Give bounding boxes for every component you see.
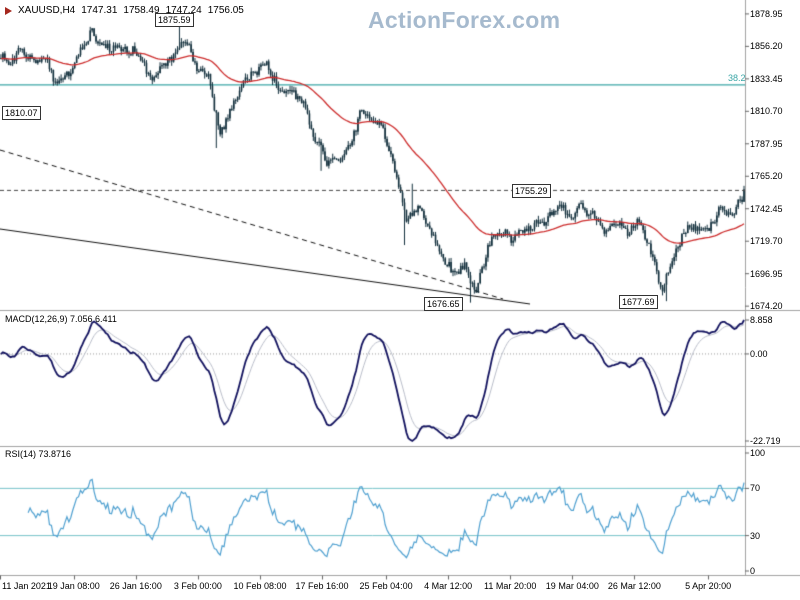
macd-indicator-label: MACD(12,26,9) 7.056 6.411 — [5, 314, 117, 324]
quote-open: 1747.31 — [81, 5, 118, 16]
price-axis-label: 1742.45 — [750, 203, 783, 214]
fib-382-label: 38.2 — [728, 72, 746, 83]
symbol-icon — [5, 6, 12, 15]
time-axis-label: 25 Feb 04:00 — [359, 581, 413, 591]
rsi-axis-label: 30 — [750, 530, 761, 541]
time-axis-label: 10 Feb 08:00 — [233, 581, 287, 591]
symbol-name: XAUUSD,H4 — [18, 5, 76, 16]
time-axis-label: 11 Jan 2021 — [2, 581, 51, 591]
price-axis-label: 1878.95 — [750, 8, 783, 19]
rsi-axis-label: 70 — [750, 483, 761, 494]
macd-axis-label: 8.858 — [750, 315, 773, 325]
time-axis-label: 11 Mar 20:00 — [484, 581, 537, 591]
rsi-indicator-label: RSI(14) 73.8716 — [5, 449, 72, 459]
price-annotation-tag: 1677.69 — [619, 295, 658, 310]
price-annotation-tag: 1810.07 — [2, 106, 41, 121]
price-axis-label: 1765.20 — [750, 171, 783, 182]
time-axis-label: 19 Mar 04:00 — [545, 581, 599, 591]
rsi-axis-label: 0 — [750, 566, 756, 576]
price-axis-label: 1856.20 — [750, 41, 783, 52]
quote-close: 1756.05 — [207, 5, 244, 16]
time-axis-label: 26 Mar 12:00 — [607, 581, 661, 591]
symbol-info-bar: XAUUSD,H4 1747.31 1758.49 1747.24 1756.0… — [5, 5, 244, 16]
macd-axis-label: -22.719 — [750, 436, 781, 446]
price-annotation-tag: 1755.29 — [512, 184, 551, 199]
rsi-axis-label: 100 — [750, 448, 766, 458]
time-axis-label: 26 Jan 16:00 — [109, 581, 162, 591]
time-axis-label: 5 Apr 20:00 — [685, 581, 732, 591]
price-panel[interactable] — [0, 0, 745, 310]
price-axis-label: 1674.20 — [750, 301, 783, 312]
price-axis-label: 1696.95 — [750, 268, 783, 279]
time-axis-label: 4 Mar 12:00 — [424, 581, 473, 591]
time-axis-label: 3 Feb 00:00 — [173, 581, 222, 591]
price-axis-label: 1787.95 — [750, 138, 783, 149]
time-axis-label: 19 Jan 08:00 — [47, 581, 100, 591]
time-axis-label: 17 Feb 16:00 — [295, 581, 349, 591]
macd-panel[interactable] — [0, 311, 745, 446]
price-annotation-tag: 1676.65 — [424, 296, 463, 311]
price-axis-label: 1810.70 — [750, 106, 783, 117]
quote-high: 1758.49 — [123, 5, 160, 16]
price-axis-label: 1833.45 — [750, 73, 783, 84]
price-annotation-tag: 1875.59 — [155, 12, 194, 27]
quote-low: 1747.24 — [165, 5, 202, 16]
macd-axis-label: 0.00 — [750, 348, 768, 359]
rsi-panel[interactable] — [0, 447, 745, 575]
price-axis-label: 1719.70 — [750, 236, 783, 247]
